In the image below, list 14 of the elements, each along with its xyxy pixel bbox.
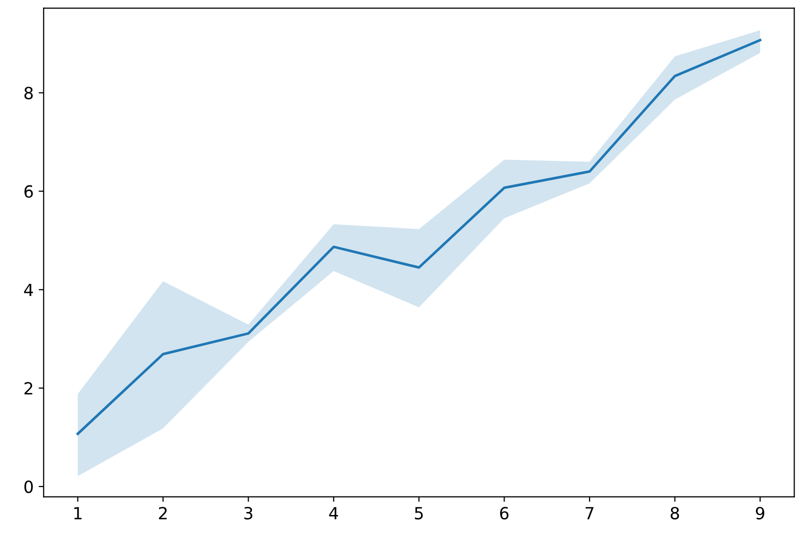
x-tick-label: 5 bbox=[414, 507, 423, 520]
y-tick-label: 0 bbox=[24, 480, 33, 494]
x-tick-label: 1 bbox=[74, 507, 82, 520]
x-tick-label: 9 bbox=[756, 506, 764, 520]
y-tick-label: 2 bbox=[24, 382, 32, 394]
x-tick-label: 8 bbox=[670, 506, 680, 520]
x-tick-label: 7 bbox=[586, 507, 594, 520]
y-tick-label: 8 bbox=[24, 86, 33, 100]
x-tick-label: 2 bbox=[158, 506, 167, 520]
y-tick-label: 6 bbox=[24, 185, 33, 198]
x-tick-label: 6 bbox=[500, 506, 508, 520]
x-tick-label: 3 bbox=[244, 506, 252, 520]
x-tick-label: 4 bbox=[329, 507, 338, 520]
y-tick-label: 4 bbox=[24, 284, 33, 296]
